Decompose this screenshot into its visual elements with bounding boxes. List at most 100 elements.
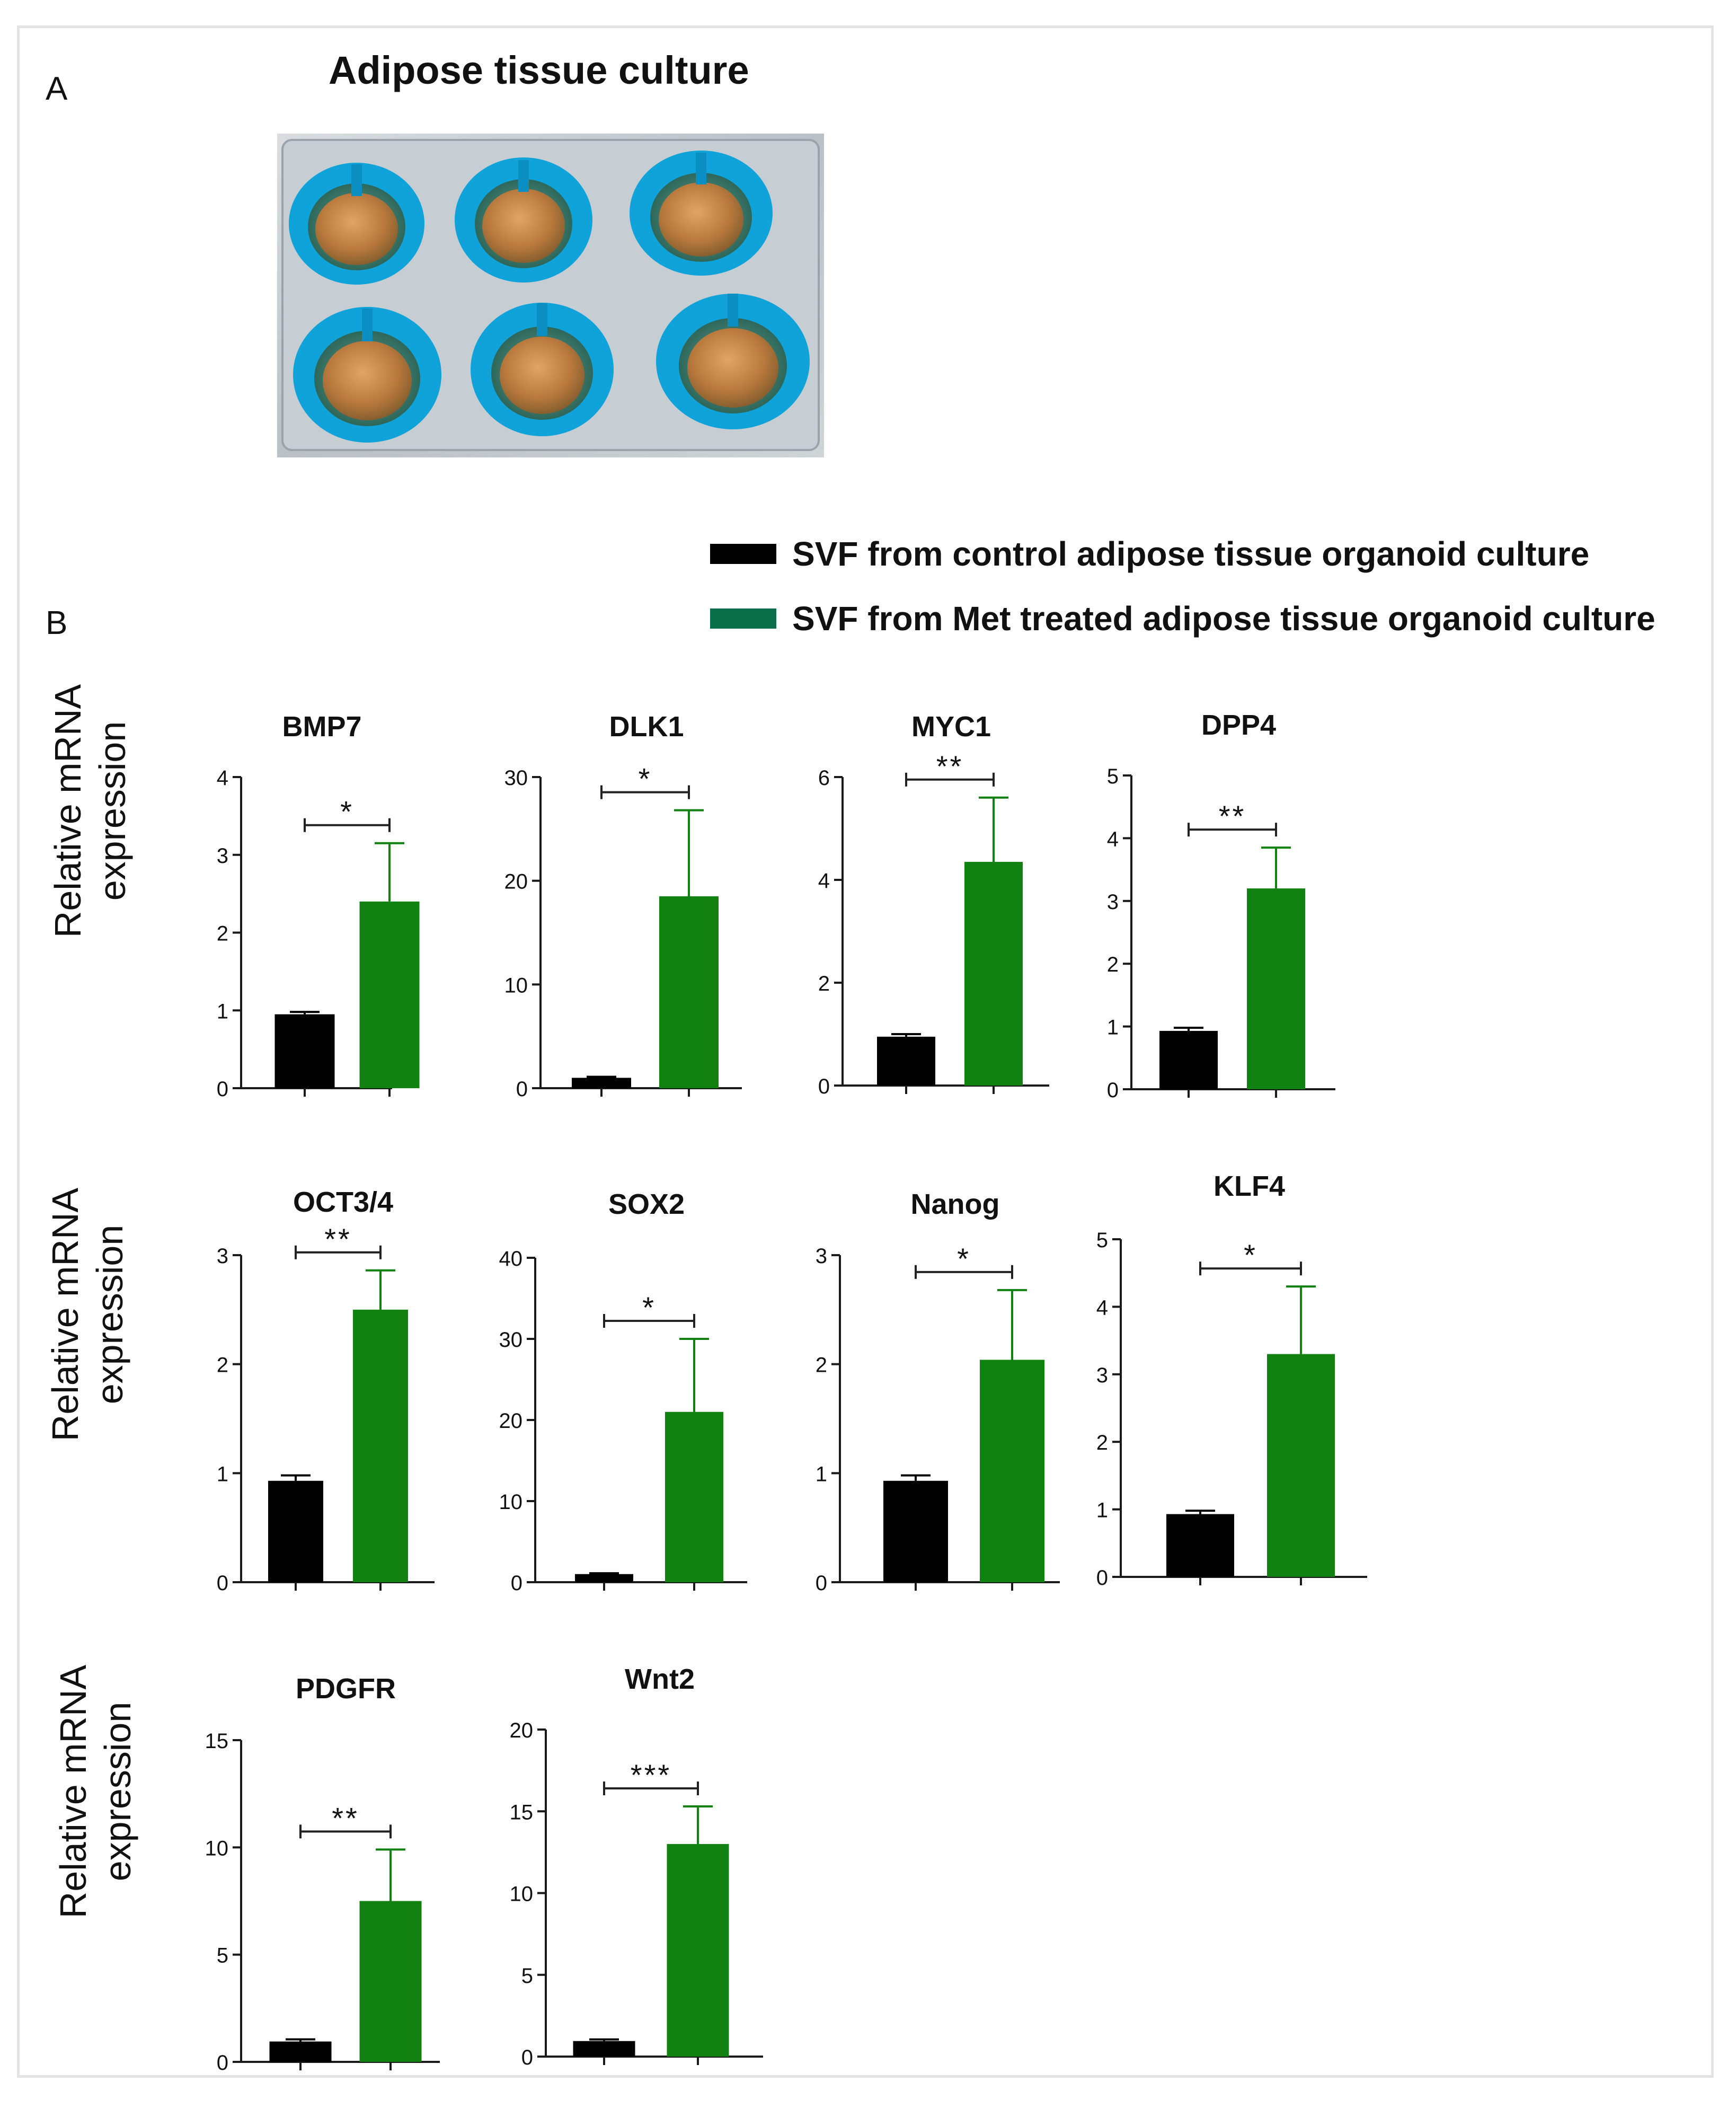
y-tick-label: 20 (510, 1719, 534, 1742)
chart-title: SOX2 (608, 1188, 685, 1220)
y-tick-label: 30 (504, 766, 528, 790)
chart-title: Wnt2 (625, 1663, 695, 1695)
bar-met (1267, 1354, 1335, 1577)
y-tick-label: 10 (205, 1837, 229, 1860)
chart-title: PDGFR (296, 1673, 396, 1705)
bar-met (659, 896, 719, 1088)
y-tick-label: 0 (816, 1572, 827, 1595)
y-tick-label: 10 (504, 974, 528, 997)
bar-met (964, 862, 1023, 1086)
chart-sox2: SOX2 0 10 20 30 40 * (482, 1169, 758, 1603)
y-tick-label: 10 (510, 1883, 534, 1906)
chart-svg: BMP7 0 1 2 3 4 * (217, 711, 420, 1101)
y-tick-label: 40 (499, 1247, 523, 1271)
y-tick-label: 2 (1096, 1431, 1108, 1454)
y-tick-label: 4 (217, 766, 228, 790)
y-tick-label: 1 (217, 1000, 228, 1023)
well-6 (656, 294, 810, 429)
y-tick-label: 2 (217, 922, 228, 946)
legend-item-control: SVF from control adipose tissue organoid… (710, 530, 1589, 578)
chart-title: DLK1 (609, 711, 684, 743)
y-axis-label-line1: Relative mRNA (45, 1187, 86, 1442)
y-tick-label: 5 (217, 1944, 228, 1968)
significance-label: ** (1219, 799, 1246, 833)
chart-klf4: KLF4 0 1 2 3 4 5 * (1068, 1151, 1378, 1598)
bar-met (353, 1309, 408, 1582)
y-tick-label: 3 (1107, 890, 1119, 914)
y-tick-label: 0 (217, 1572, 228, 1595)
legend-label-met: SVF from Met treated adipose tissue orga… (792, 599, 1655, 638)
y-tick-label: 2 (1107, 953, 1119, 976)
y-axis-label-line2: expression (92, 721, 133, 901)
y-axis-label-line1: Relative mRNA (52, 1664, 94, 1919)
chart-svg: KLF4 0 1 2 3 4 5 * (1096, 1170, 1367, 1590)
y-tick-label: 1 (1107, 1016, 1119, 1039)
y-tick-label: 0 (511, 1572, 522, 1595)
bar-met (665, 1412, 723, 1582)
photo-title: Adipose tissue culture (329, 48, 749, 92)
chart-bmp7: BMP7 0 1 2 3 4 * (188, 692, 420, 1109)
legend-item-met: SVF from Met treated adipose tissue orga… (710, 595, 1655, 642)
bar-met (359, 1901, 422, 2062)
culture-plate-photo (277, 134, 824, 457)
significance-label: * (340, 795, 354, 828)
y-tick-label: 4 (818, 869, 830, 893)
y-tick-label: 0 (1096, 1566, 1108, 1590)
chart-svg: Nanog 0 1 2 3 * (816, 1188, 1060, 1595)
bar-control (268, 1480, 323, 1582)
significance-label: ** (332, 1801, 359, 1834)
y-tick-label: 15 (510, 1801, 534, 1824)
legend-swatch-met (710, 608, 776, 629)
y-tick-label: 2 (816, 1354, 827, 1377)
chart-myc1: MYC1 0 2 4 6 ** (790, 692, 1060, 1107)
chart-oct34: OCT3/4 0 1 2 3 ** (188, 1167, 445, 1603)
y-tick-label: 2 (818, 972, 830, 995)
chart-svg: PDGFR 0 5 10 15 ** (205, 1673, 440, 2075)
legend-swatch-control (710, 544, 776, 564)
chart-title: OCT3/4 (293, 1186, 393, 1218)
y-tick-label: 1 (1096, 1499, 1108, 1522)
y-tick-label: 30 (499, 1328, 523, 1352)
y-tick-label: 0 (818, 1075, 830, 1098)
bar-control (573, 2041, 635, 2057)
well-5 (471, 303, 614, 436)
chart-svg: DPP4 0 1 2 3 4 5 ** (1107, 709, 1335, 1102)
y-tick-label: 4 (1096, 1296, 1108, 1319)
y-tick-label: 0 (521, 2046, 533, 2069)
bar-control (1159, 1030, 1218, 1089)
y-tick-label: 0 (217, 1078, 228, 1101)
y-tick-label: 3 (217, 1245, 228, 1268)
significance-label: ** (936, 749, 964, 783)
y-tick-label: 1 (217, 1462, 228, 1486)
y-axis-label-line1: Relative mRNA (47, 684, 88, 938)
y-tick-label: 0 (217, 2051, 228, 2075)
well-3 (630, 151, 773, 276)
y-tick-label: 5 (1096, 1229, 1108, 1252)
significance-label: * (642, 1291, 656, 1324)
chart-dpp4: DPP4 0 1 2 3 4 5 ** (1078, 690, 1346, 1110)
well-4 (293, 307, 441, 443)
y-tick-label: 5 (521, 1964, 533, 1988)
chart-svg: DLK1 0 10 20 30 * (504, 711, 742, 1101)
y-tick-label: 1 (816, 1462, 827, 1486)
panel-a-label: A (46, 70, 68, 107)
y-tick-label: 5 (1107, 765, 1119, 788)
chart-svg: OCT3/4 0 1 2 3 ** (217, 1186, 435, 1595)
y-tick-label: 3 (816, 1245, 827, 1268)
bar-control (575, 1574, 633, 1582)
y-tick-label: 4 (1107, 827, 1119, 851)
panel-b-label: B (46, 605, 68, 641)
chart-svg: SOX2 0 10 20 30 40 * (499, 1188, 747, 1595)
significance-label: ** (324, 1222, 352, 1256)
bar-met (359, 901, 420, 1088)
y-axis-label-row-3: Relative mRNA expression (37, 1606, 154, 1977)
y-axis-label-row-1: Relative mRNA expression (32, 625, 148, 996)
bar-met (667, 1844, 729, 2057)
chart-title: DPP4 (1201, 709, 1276, 741)
bar-met (1247, 888, 1305, 1089)
chart-nanog: Nanog 0 1 2 3 * (787, 1169, 1070, 1603)
significance-label: * (957, 1242, 971, 1275)
legend-label-control: SVF from control adipose tissue organoid… (792, 535, 1590, 573)
y-tick-label: 20 (499, 1409, 523, 1433)
y-tick-label: 0 (516, 1078, 528, 1101)
